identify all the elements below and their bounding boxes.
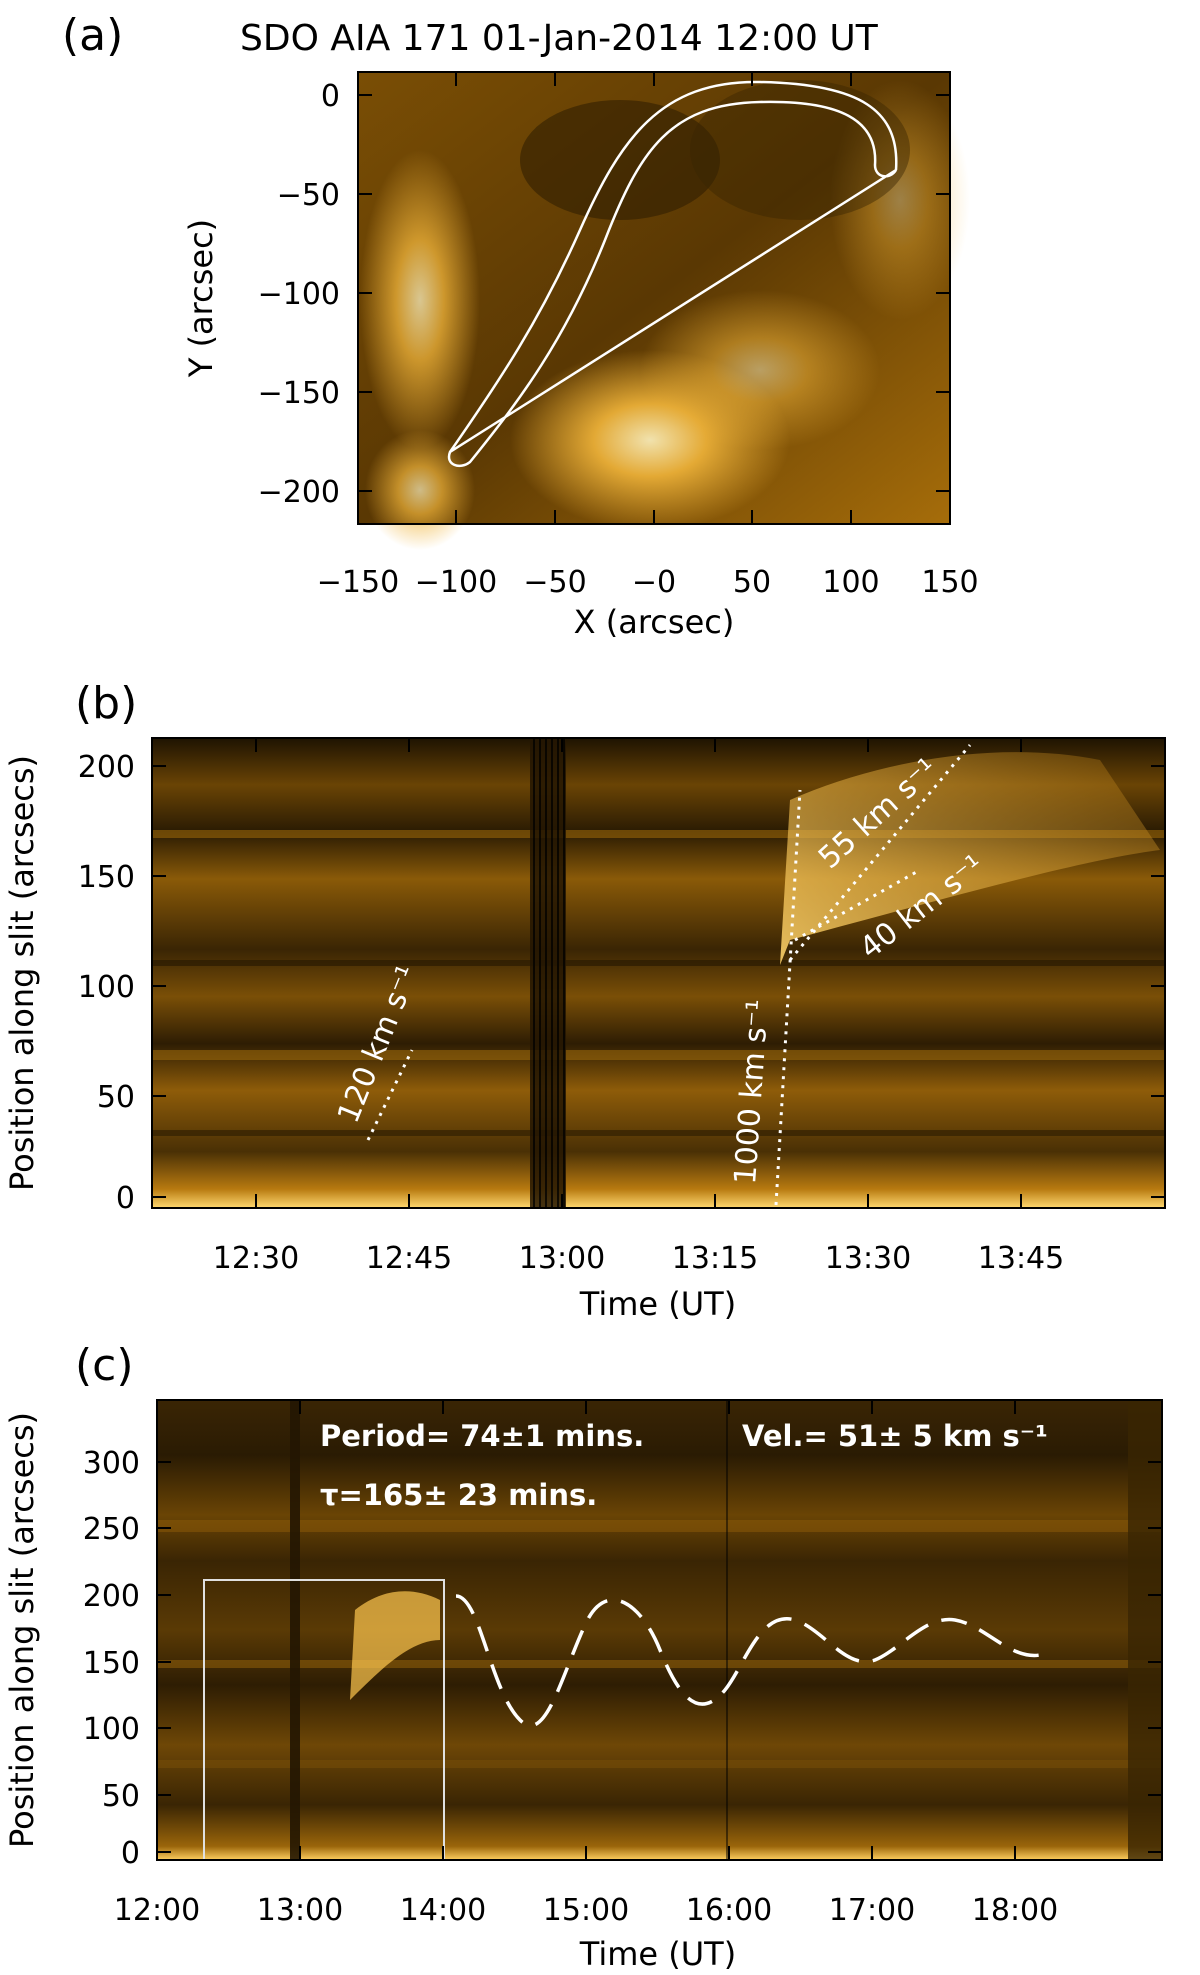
- panel-b-xtick-label: 13:45: [978, 1241, 1064, 1276]
- panel-c-ytick-label: 50: [102, 1779, 140, 1814]
- panel-b-y-ticks: 200 150 100 50 0: [78, 750, 1165, 1216]
- panel-c-xtick-label: 15:00: [543, 1893, 629, 1928]
- panel-c-ytick-label: 200: [83, 1579, 140, 1614]
- panel-a-ytick-label: −50: [277, 178, 340, 213]
- panel-b-ytick-label: 100: [78, 970, 135, 1005]
- v1000-line: [774, 789, 802, 1206]
- panel-a-ytick-label: −150: [258, 376, 340, 411]
- panel-b-ylabel: Position along slit (arcsecs): [3, 755, 41, 1191]
- panel-b-ytick-label: 200: [78, 750, 135, 785]
- panel-c-xtick-label: 12:00: [114, 1893, 200, 1928]
- panel-b-xtick-label: 13:00: [519, 1241, 605, 1276]
- panel-c-frame: [156, 1399, 1163, 1861]
- fit-curve: [455, 1594, 1041, 1728]
- panel-c-ytick-label: 250: [83, 1512, 140, 1547]
- panel-a-xtick-label: −0: [632, 565, 676, 600]
- panel-b-xtick-label: 13:15: [672, 1241, 758, 1276]
- panel-b-xtick-label: 12:30: [213, 1241, 299, 1276]
- period-text: Period= 74±1 mins.: [320, 1419, 644, 1453]
- panel-a-xlabel: X (arcsec): [574, 603, 735, 641]
- panel-b-x-ticks: 12:30 12:45 13:00 13:15 13:30 13:45: [213, 738, 1064, 1276]
- panel-c-ytick-label: 150: [83, 1646, 140, 1681]
- panel-b-ytick-label: 0: [116, 1181, 135, 1216]
- panel-c-xtick-label: 13:00: [257, 1893, 343, 1928]
- panel-c-xlabel: Time (UT): [579, 1935, 736, 1973]
- panel-a-ytick-label: 0: [321, 79, 340, 114]
- panel-c: (c) Period= 74±1 mins. Vel.= 51± 5 km s⁻…: [3, 1340, 1163, 1973]
- panel-b-ytick-label: 50: [97, 1080, 135, 1115]
- panel-a-ytick-label: −200: [258, 475, 340, 510]
- panel-a-xtick-label: 50: [733, 565, 771, 600]
- panel-c-xtick-label: 14:00: [400, 1893, 486, 1928]
- loop-contour: [447, 80, 898, 468]
- panel-b-ytick-label: 150: [78, 860, 135, 895]
- panel-a-xtick-label: −150: [317, 565, 399, 600]
- panel-c-xtick-label: 16:00: [686, 1893, 772, 1928]
- panel-b-xtick-label: 12:45: [366, 1241, 452, 1276]
- panel-a-ylabel: Y (arcsec): [182, 219, 220, 378]
- panel-a-xtick-label: −50: [523, 565, 586, 600]
- panel-c-ytick-label: 300: [83, 1446, 140, 1481]
- tau-text: τ=165± 23 mins.: [320, 1478, 597, 1512]
- panel-b-xtick-label: 13:30: [825, 1241, 911, 1276]
- panel-a: (a) SDO AIA 171 01-Jan-2014 12:00 UT −15…: [62, 10, 979, 641]
- v55-line: [788, 744, 972, 961]
- panel-a-letter: (a): [62, 10, 123, 61]
- panel-b-frame: [151, 737, 1166, 1209]
- panel-c-xtick-label: 18:00: [972, 1893, 1058, 1928]
- panel-a-ytick-label: −100: [258, 277, 340, 312]
- panel-a-xtick-label: −100: [415, 565, 497, 600]
- panel-b: (b) 120 km s⁻¹: [3, 678, 1166, 1323]
- panel-c-ytick-label: 0: [121, 1836, 140, 1871]
- velocity-text: Vel.= 51± 5 km s⁻¹: [742, 1419, 1048, 1453]
- panel-a-xtick-label: 100: [822, 565, 879, 600]
- panel-c-image: Period= 74±1 mins. Vel.= 51± 5 km s⁻¹ τ=…: [157, 1400, 1162, 1861]
- panel-c-ylabel: Position along slit (arcsecs): [3, 1412, 41, 1848]
- panel-a-x-ticks: −150 −100 −50 −0 50 100 150: [317, 72, 979, 600]
- panel-a-y-ticks: 0 −50 −100 −150 −200: [258, 79, 950, 510]
- panel-a-image: [358, 72, 970, 550]
- v40-line: [794, 868, 921, 942]
- panel-a-xtick-label: 150: [921, 565, 978, 600]
- panel-b-xlabel: Time (UT): [579, 1285, 736, 1323]
- panel-c-ytick-label: 100: [83, 1712, 140, 1747]
- panel-c-x-ticks: 12:00 13:00 14:00 15:00 16:00 17:00 18:00: [114, 1400, 1058, 1928]
- panel-b-image: 120 km s⁻¹ 1000 km s⁻¹ 55 km s⁻¹ 40 km s…: [152, 738, 1165, 1208]
- panel-c-y-ticks: 300 250 200 150 100 50 0: [83, 1446, 1162, 1871]
- panel-c-xtick-label: 17:00: [829, 1893, 915, 1928]
- panel-b-letter: (b): [75, 678, 137, 729]
- panel-a-title: SDO AIA 171 01-Jan-2014 12:00 UT: [240, 18, 879, 59]
- v120-line: [366, 1049, 414, 1141]
- panel-c-letter: (c): [75, 1340, 134, 1391]
